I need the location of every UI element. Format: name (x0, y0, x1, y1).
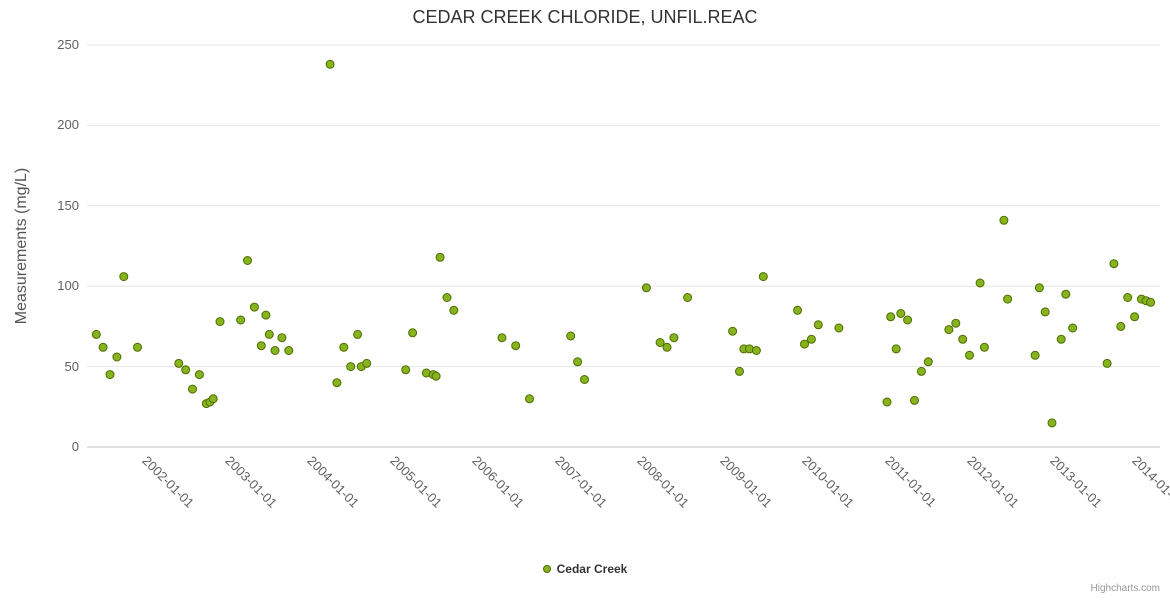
legend-item-cedar-creek[interactable]: Cedar Creek (0, 562, 1170, 576)
data-point[interactable] (1068, 323, 1078, 333)
data-point[interactable] (442, 293, 452, 302)
data-point[interactable] (112, 352, 122, 362)
data-point[interactable] (325, 59, 335, 69)
data-point[interactable] (951, 318, 961, 328)
data-point[interactable] (1034, 283, 1044, 293)
data-point[interactable] (735, 366, 744, 376)
y-axis-tick-label: 150 (57, 197, 79, 213)
data-point[interactable] (133, 342, 142, 352)
data-point[interactable] (1102, 358, 1112, 368)
legend-label: Cedar Creek (556, 562, 628, 576)
data-point[interactable] (566, 331, 576, 341)
data-point[interactable] (662, 342, 672, 352)
data-point[interactable] (1146, 297, 1156, 307)
data-point[interactable] (683, 293, 693, 302)
data-point[interactable] (910, 395, 919, 405)
data-point[interactable] (1061, 289, 1071, 299)
data-point[interactable] (181, 365, 191, 375)
data-point[interactable] (979, 342, 989, 352)
data-point[interactable] (249, 302, 259, 312)
data-point[interactable] (891, 344, 901, 354)
data-point[interactable] (965, 350, 974, 360)
data-point[interactable] (284, 346, 294, 355)
data-point[interactable] (655, 338, 665, 347)
data-point[interactable] (1030, 350, 1040, 360)
data-point[interactable] (401, 365, 411, 375)
data-point[interactable] (641, 283, 651, 293)
data-point[interactable] (91, 329, 101, 339)
data-point[interactable] (174, 358, 184, 368)
data-point[interactable] (1123, 293, 1133, 302)
data-point[interactable] (449, 305, 459, 315)
data-point[interactable] (119, 272, 129, 282)
data-point[interactable] (525, 394, 534, 404)
data-point[interactable] (896, 309, 906, 318)
data-point[interactable] (353, 329, 363, 339)
data-point[interactable] (408, 328, 418, 338)
data-point[interactable] (580, 375, 589, 384)
data-point[interactable] (923, 357, 933, 367)
data-point[interactable] (511, 341, 521, 351)
data-point[interactable] (916, 366, 926, 376)
data-point[interactable] (728, 326, 738, 336)
data-point[interactable] (573, 357, 583, 367)
data-point[interactable] (497, 333, 507, 343)
data-point[interactable] (208, 394, 218, 404)
data-point[interactable] (669, 333, 679, 343)
legend-marker-icon (542, 565, 551, 573)
data-point[interactable] (256, 341, 266, 351)
y-axis-tick-label: 200 (57, 117, 79, 133)
data-point[interactable] (346, 362, 356, 372)
data-point[interactable] (903, 315, 913, 325)
data-point[interactable] (944, 325, 954, 335)
data-point[interactable] (1130, 312, 1140, 322)
data-point[interactable] (105, 370, 115, 380)
data-point[interactable] (1109, 259, 1119, 269)
data-point[interactable] (1047, 418, 1057, 428)
y-axis-tick-label: 250 (57, 37, 79, 52)
data-point[interactable] (1040, 307, 1050, 317)
data-point[interactable] (98, 342, 108, 352)
data-point[interactable] (751, 346, 761, 355)
data-point[interactable] (236, 315, 246, 325)
data-point[interactable] (882, 397, 892, 407)
y-axis-tick-label: 0 (71, 439, 79, 454)
data-point[interactable] (999, 215, 1009, 225)
data-point[interactable] (958, 334, 968, 344)
y-axis-tick-label: 50 (64, 358, 79, 374)
data-point[interactable] (215, 317, 225, 327)
data-point[interactable] (793, 305, 803, 315)
data-point[interactable] (277, 333, 287, 343)
data-point[interactable] (188, 384, 197, 394)
data-point[interactable] (1003, 294, 1013, 304)
data-point[interactable] (261, 310, 271, 320)
chart-title: CEDAR CREEK CHLORIDE, UNFIL.REAC (412, 7, 758, 27)
data-point[interactable] (431, 371, 441, 381)
data-point[interactable] (975, 278, 985, 288)
data-point[interactable] (800, 339, 809, 349)
data-point[interactable] (1056, 334, 1066, 344)
data-point[interactable] (813, 320, 823, 330)
data-point[interactable] (270, 346, 280, 355)
data-point[interactable] (339, 342, 349, 352)
data-point[interactable] (1116, 321, 1126, 331)
data-point[interactable] (362, 358, 372, 368)
data-point[interactable] (264, 329, 274, 339)
data-point[interactable] (758, 272, 768, 282)
y-axis-tick-label: 100 (57, 278, 79, 294)
data-point[interactable] (806, 334, 816, 344)
data-point[interactable] (886, 312, 896, 322)
data-point[interactable] (332, 378, 342, 388)
data-point[interactable] (435, 252, 445, 262)
data-point[interactable] (834, 323, 844, 333)
data-point[interactable] (243, 256, 252, 265)
highcharts-credit[interactable]: Highcharts.com (1090, 583, 1160, 594)
data-point[interactable] (194, 370, 204, 380)
